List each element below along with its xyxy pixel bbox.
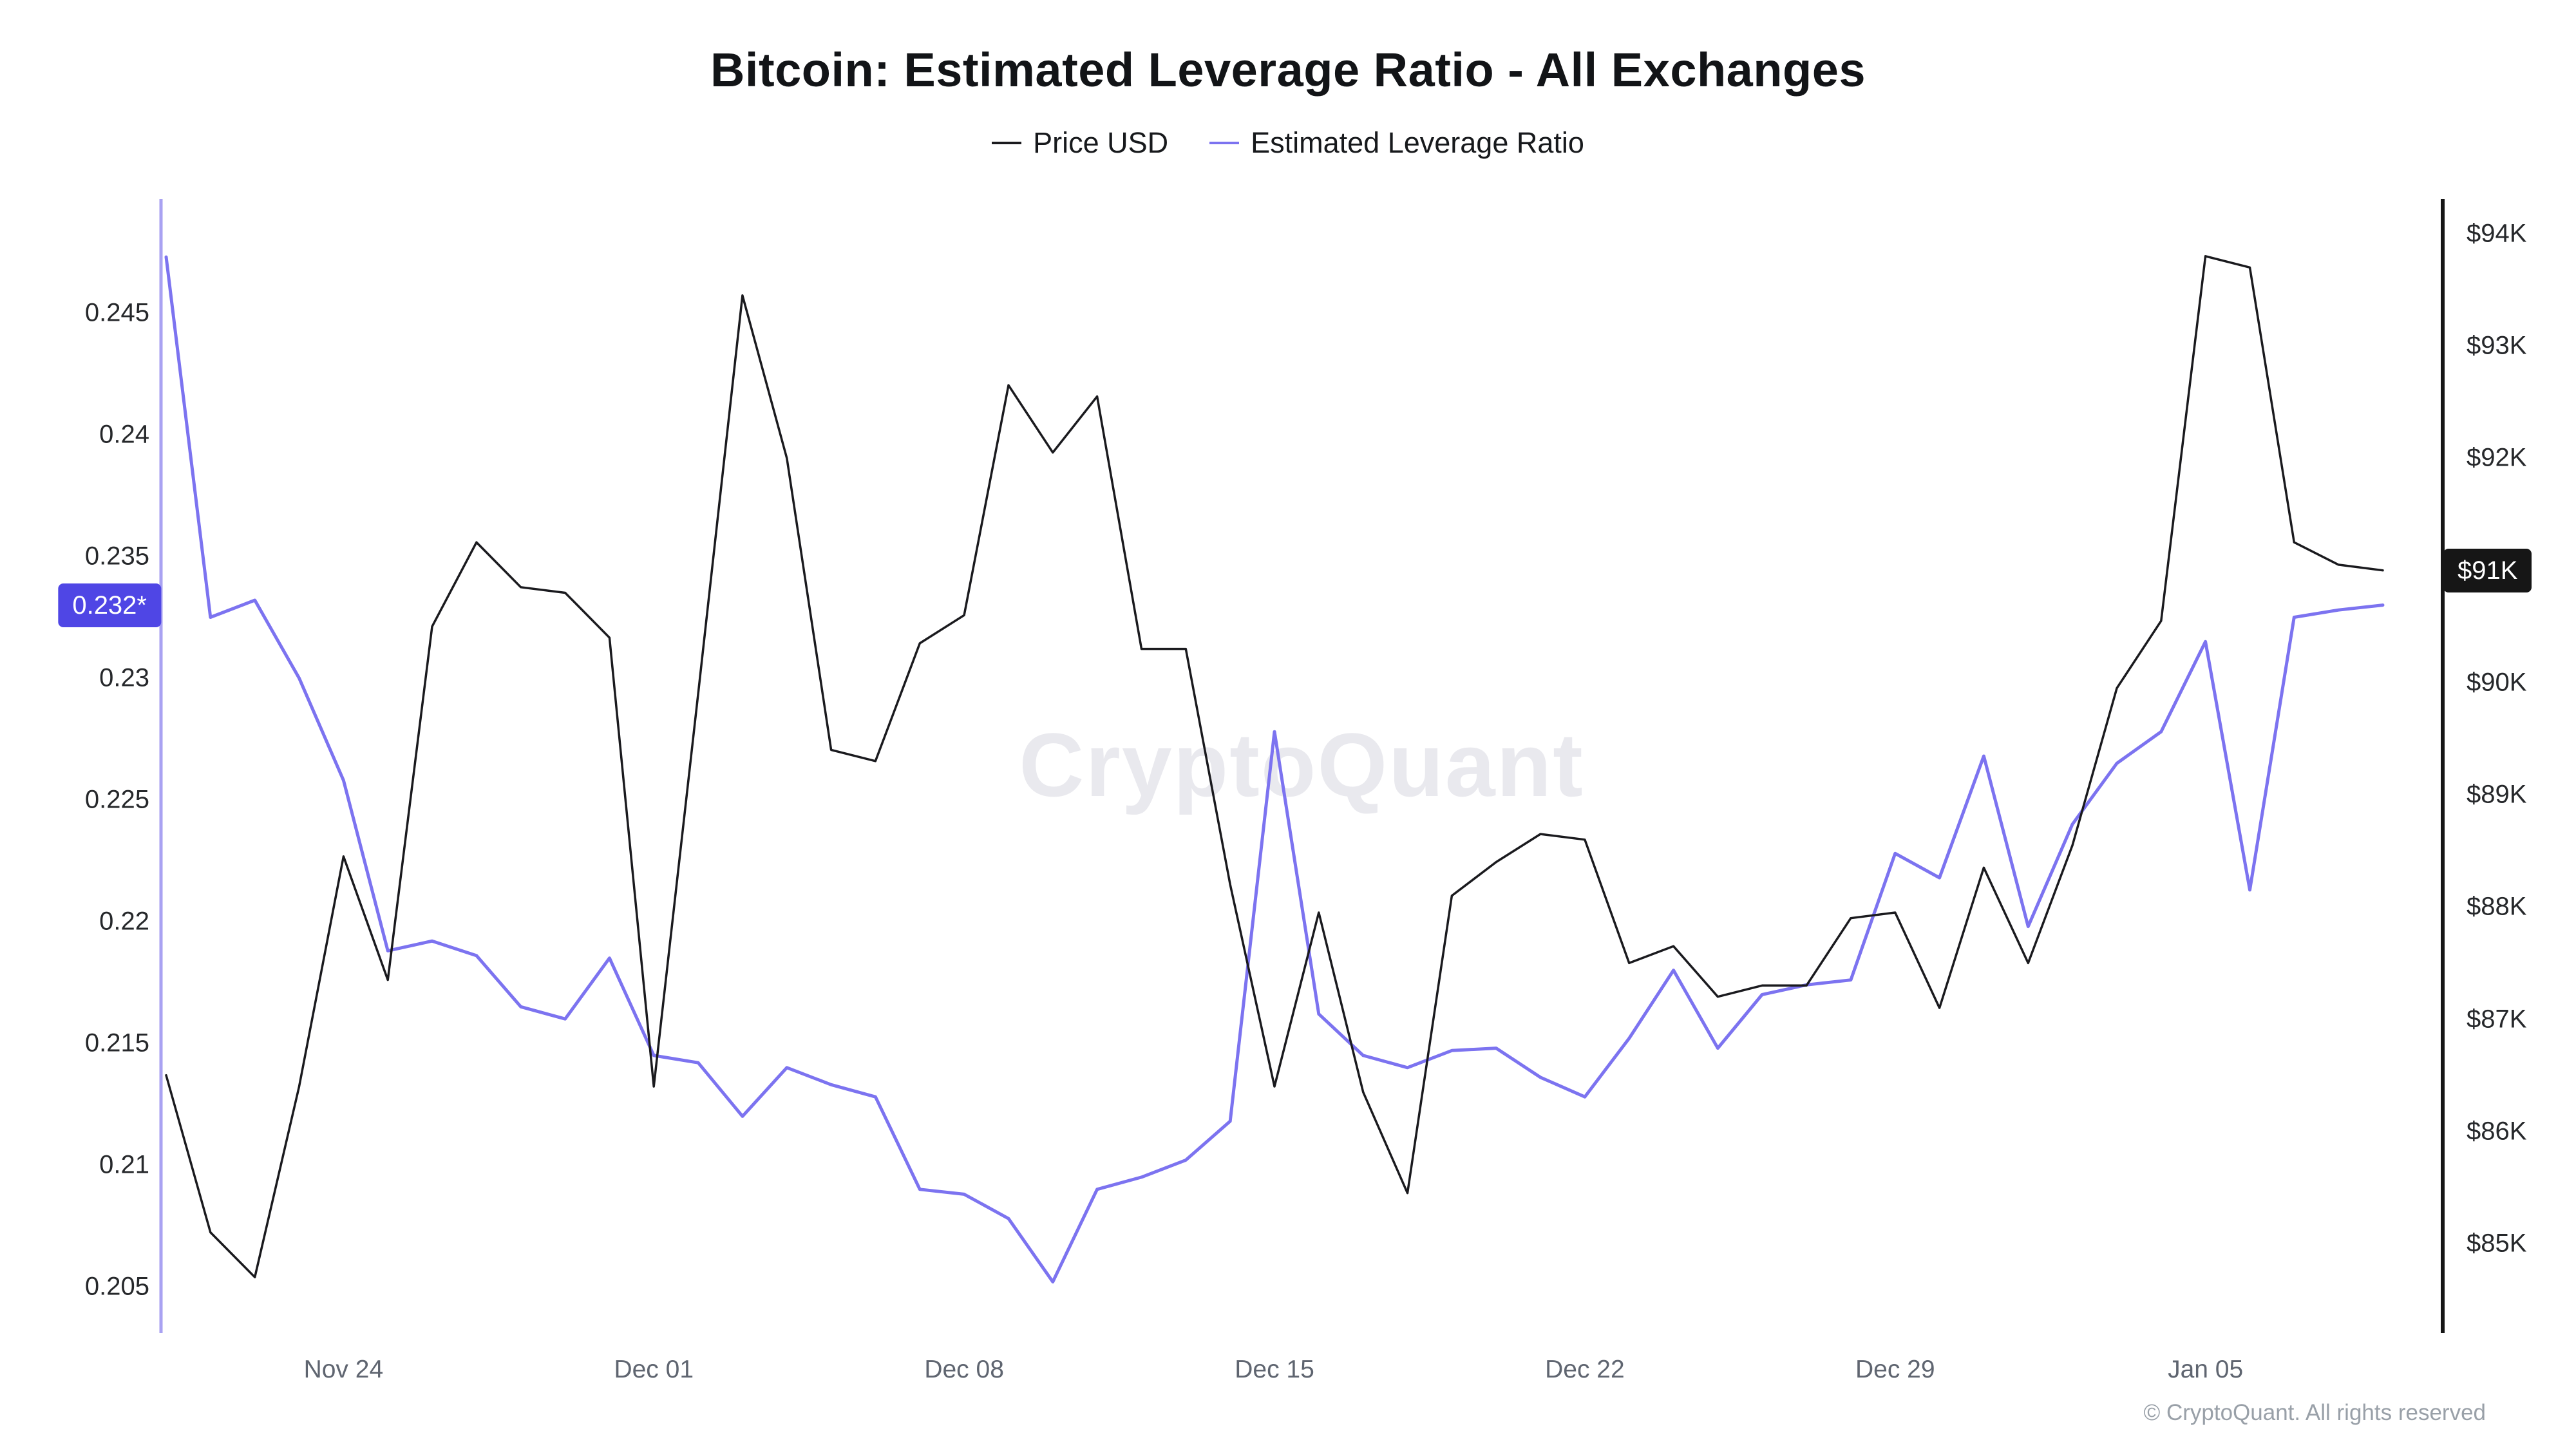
price-current-value-badge: $91K [2443, 548, 2532, 592]
price-line [165, 255, 2384, 1278]
chart-legend: Price USD Estimated Leverage Ratio [0, 126, 2576, 160]
copyright-footer: © CryptoQuant. All rights reserved [2143, 1400, 2486, 1425]
price-line-swatch-icon [992, 142, 1022, 144]
legend-label-price-usd: Price USD [1033, 126, 1169, 159]
legend-item-price-usd[interactable]: Price USD [992, 126, 1168, 160]
legend-label-leverage-ratio: Estimated Leverage Ratio [1251, 126, 1584, 159]
leverage-line-swatch-icon [1209, 142, 1240, 144]
leverage-current-value-badge: 0.232* [58, 583, 161, 627]
leverage-line [164, 255, 2385, 1283]
chart-title: Bitcoin: Estimated Leverage Ratio - All … [710, 43, 1866, 97]
legend-item-leverage-ratio[interactable]: Estimated Leverage Ratio [1209, 126, 1584, 160]
cryptoquant-watermark: CryptoQuant [1019, 714, 1584, 815]
